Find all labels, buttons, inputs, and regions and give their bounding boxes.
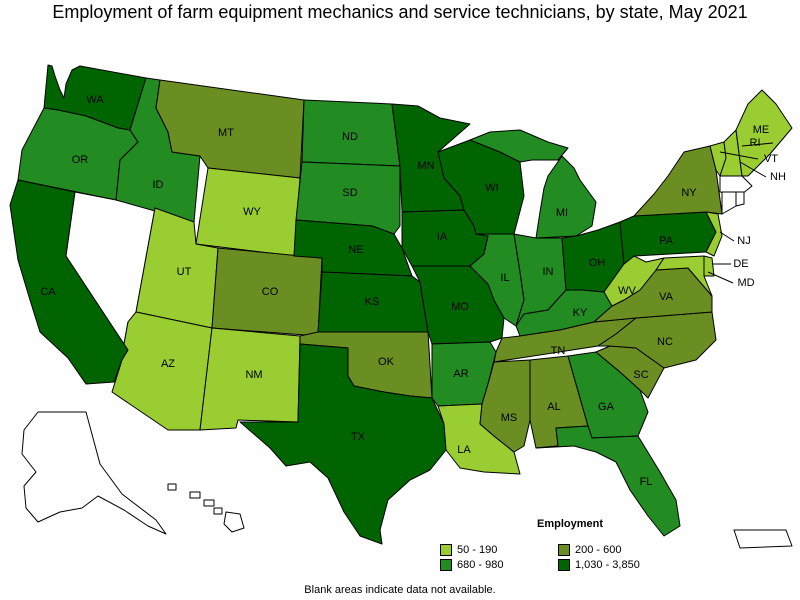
legend-item: 680 - 980 <box>440 559 558 571</box>
state-label-fl: FL <box>640 476 653 488</box>
legend-swatch <box>558 559 570 571</box>
state-label-nj: NJ <box>737 235 750 247</box>
state-md <box>655 255 713 297</box>
state-label-id: ID <box>153 179 164 191</box>
legend-item: 1,030 - 3,850 <box>558 559 688 571</box>
state-label-va: VA <box>659 291 674 303</box>
state-label-ia: IA <box>437 231 448 243</box>
state-label-ny: NY <box>681 187 697 199</box>
state-label-de: DE <box>733 258 748 270</box>
state-label-nh: NH <box>770 171 786 183</box>
state-label-nd: ND <box>342 131 358 143</box>
state-de <box>703 255 715 277</box>
legend-swatch <box>558 544 570 556</box>
state-label-ri: RI <box>750 137 761 149</box>
state-label-wy: WY <box>243 206 261 218</box>
state-nc <box>597 311 717 369</box>
state-label-la: LA <box>457 444 471 456</box>
legend-title: Employment <box>536 518 603 530</box>
state-hi <box>189 491 201 499</box>
state-label-ca: CA <box>40 286 56 298</box>
legend-label: 680 - 980 <box>457 559 504 571</box>
state-label-nc: NC <box>657 336 673 348</box>
state-label-ar: AR <box>453 368 468 380</box>
state-label-il: IL <box>500 272 509 284</box>
state-label-pa: PA <box>659 235 674 247</box>
state-label-ne: NE <box>348 244 363 256</box>
legend: Employment 50 - 190 200 - 600 680 - 980 … <box>440 518 690 571</box>
state-label-al: AL <box>547 401 560 413</box>
state-nj <box>705 211 723 257</box>
state-label-me: ME <box>753 124 770 136</box>
legend-label: 50 - 190 <box>457 544 498 556</box>
leader-line-nh <box>739 161 767 178</box>
state-label-tx: TX <box>351 431 366 443</box>
data-note: Blank areas indicate data not available. <box>304 584 496 596</box>
state-label-tn: TN <box>551 345 566 357</box>
state-me <box>735 89 793 177</box>
state-ri <box>735 191 745 207</box>
state-ct <box>721 191 737 215</box>
state-hi <box>167 483 177 491</box>
state-hi <box>203 499 215 507</box>
state-label-md: MD <box>737 277 754 289</box>
state-ma <box>719 175 753 195</box>
leader-line-md <box>707 271 734 284</box>
legend-item: 200 - 600 <box>558 544 688 556</box>
state-label-mo: MO <box>451 301 469 313</box>
state-fl <box>535 425 681 537</box>
state-label-mi: MI <box>556 207 568 219</box>
state-label-ms: MS <box>501 412 518 424</box>
state-ny <box>633 145 723 217</box>
state-labels: WA OR CA ID MT WY UT AZ CO NM ND SD NE KS OK TX MN IA MO AR… <box>40 94 786 488</box>
state-label-ga: GA <box>598 401 615 413</box>
state-label-wa: WA <box>86 94 104 106</box>
state-pr <box>733 529 793 549</box>
state-label-in: IN <box>543 266 554 278</box>
state-label-nm: NM <box>245 369 262 381</box>
legend-swatch <box>440 559 452 571</box>
state-hi <box>223 511 245 533</box>
state-label-ok: OK <box>378 356 395 368</box>
legend-item: 50 - 190 <box>440 544 558 556</box>
state-mi <box>535 155 597 239</box>
leader-line-nj <box>719 231 735 242</box>
state-hi <box>213 507 223 515</box>
leader-line-vt <box>719 151 759 160</box>
state-label-vt: VT <box>764 153 778 165</box>
legend-swatch <box>440 544 452 556</box>
state-label-az: AZ <box>161 358 175 370</box>
leader-line-ri <box>741 142 774 147</box>
state-label-ky: KY <box>573 307 588 319</box>
page-title: Employment of farm equipment mechanics a… <box>52 2 748 22</box>
state-label-ks: KS <box>365 296 380 308</box>
state-label-wv: WV <box>618 285 636 297</box>
state-label-wi: WI <box>485 182 498 194</box>
state-label-sd: SD <box>342 187 357 199</box>
state-label-co: CO <box>262 286 279 298</box>
state-label-mt: MT <box>218 127 234 139</box>
state-label-or: OR <box>72 154 89 166</box>
legend-label: 200 - 600 <box>575 544 622 556</box>
state-az <box>111 311 213 431</box>
state-label-oh: OH <box>589 257 606 269</box>
legend-label: 1,030 - 3,850 <box>575 559 640 571</box>
states-layer <box>9 64 793 549</box>
state-label-mn: MN <box>417 160 434 172</box>
state-tx <box>239 343 447 545</box>
state-mi <box>469 129 569 163</box>
state-ak <box>21 411 167 535</box>
state-label-ut: UT <box>177 266 192 278</box>
state-label-sc: SC <box>633 369 648 381</box>
